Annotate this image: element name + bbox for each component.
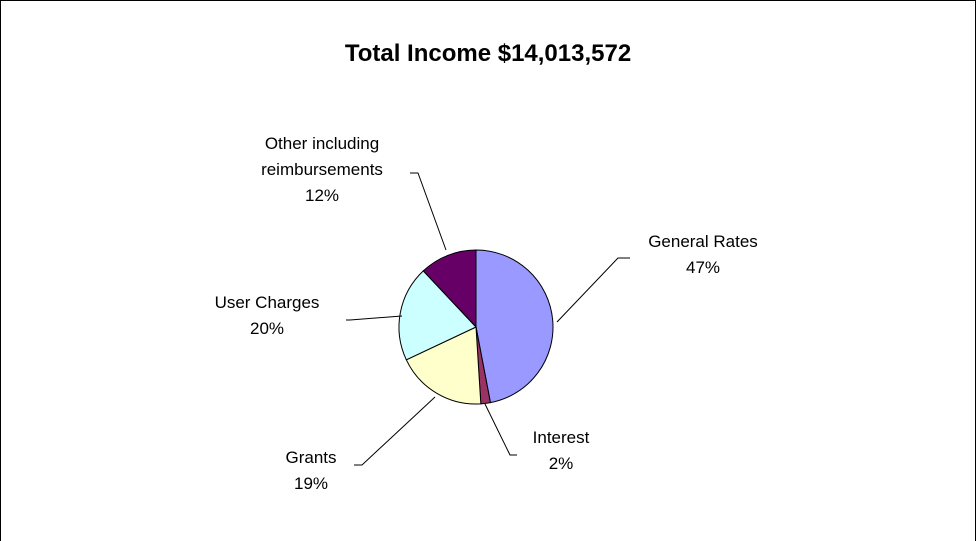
slice-label-grants: Grants [285,448,336,467]
slice-label-other: reimbursements [261,160,383,179]
pie-slice-user-charges [398,270,477,361]
slice-percent-interest: 2% [549,454,574,473]
slice-label-other: Other including [265,134,379,153]
pie-slice-general-rates [475,249,554,404]
slice-percent-user-charges: 20% [250,319,284,338]
leader-line-interest [484,403,517,456]
leader-line-general-rates [556,257,630,323]
leader-line-user-charges [346,315,403,321]
slice-label-user-charges: User Charges [215,293,320,312]
pie-slice-other [422,249,477,329]
slice-label-general-rates: General Rates [648,232,758,251]
slice-percent-general-rates: 47% [686,258,720,277]
slice-percent-grants: 19% [294,474,328,493]
slice-label-interest: Interest [533,428,590,447]
pie-slice-grants [405,326,482,405]
leader-line-other [410,172,447,251]
leader-line-grants [354,396,436,466]
slice-percent-other: 12% [305,186,339,205]
chart-title: Total Income $14,013,572 [345,40,631,67]
